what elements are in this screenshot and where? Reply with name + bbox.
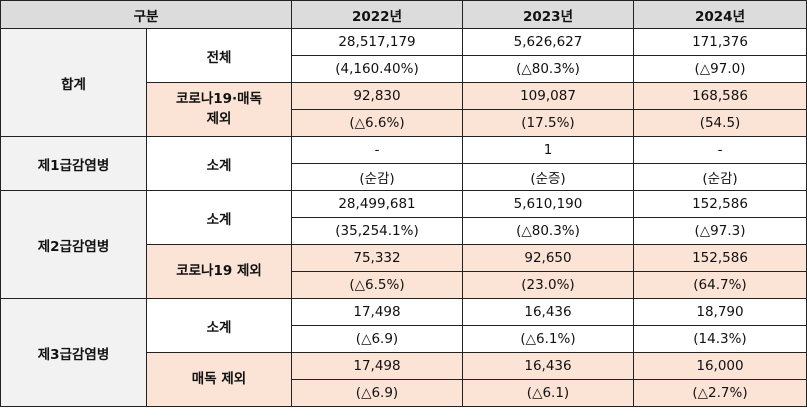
table-row: 제1급감염병 소계 - 1 -: [0, 136, 807, 191]
group-label-class3: 제3급감염병: [0, 298, 147, 407]
header-row: 구분 2022년 2023년 2024년: [0, 0, 807, 29]
value-cell: 28,517,179: [291, 28, 463, 56]
value-cell: -: [291, 136, 463, 164]
sub-label: 소계: [146, 136, 292, 191]
change-cell: (△6.9): [291, 379, 463, 407]
sub-label: 소계: [146, 298, 292, 353]
value-cell: 75,332: [291, 244, 463, 272]
change-cell: (54.5): [633, 109, 807, 137]
table-row: (4,160.40%) (△80.3%) (△97.0): [1, 55, 807, 83]
change-cell: (순증): [462, 163, 634, 191]
header-year-2022: 2022년: [291, 0, 463, 29]
value-cell: 109,087: [462, 82, 634, 110]
sub-label: 소계: [146, 190, 292, 245]
change-cell: (△80.3%): [462, 55, 634, 83]
value-cell: 16,000: [633, 352, 807, 380]
sub-label-highlight: 코로나19 제외: [146, 244, 292, 299]
table-row: (△6.5%) (23.0%) (64.7%): [1, 271, 807, 299]
group-label-total: 합계: [0, 28, 147, 137]
change-cell: (△80.3%): [462, 217, 634, 245]
change-cell: (△97.0): [633, 55, 807, 83]
table-row: (△6.9) (△6.1%) (14.3%): [1, 325, 807, 353]
value-cell: 17,498: [291, 352, 463, 380]
change-cell: (△6.1): [462, 379, 634, 407]
table-row: 합계 전체 28,517,179 5,626,627 171,376: [0, 28, 807, 137]
table-row: (△6.9) (△6.1) (△2.7%): [1, 379, 807, 407]
infectious-disease-stats-table: 구분 2022년 2023년 2024년 합계 전체 28,517,179 5,…: [0, 0, 807, 407]
value-cell: 5,626,627: [462, 28, 634, 56]
value-cell: 171,376: [633, 28, 807, 56]
value-cell: 16,436: [462, 352, 634, 380]
value-cell: 152,586: [633, 244, 807, 272]
header-category: 구분: [0, 0, 292, 29]
change-cell: (14.3%): [633, 325, 807, 353]
value-cell: 17,498: [291, 298, 463, 326]
value-cell: 16,436: [462, 298, 634, 326]
table-row: 제2급감염병 소계 28,499,681 5,610,190 152,586: [0, 190, 807, 299]
change-cell: (△6.9): [291, 325, 463, 353]
sub-label-highlight: 매독 제외: [146, 352, 292, 407]
value-cell: 5,610,190: [462, 190, 634, 218]
change-cell: (23.0%): [462, 271, 634, 299]
change-cell: (64.7%): [633, 271, 807, 299]
table-row: 제3급감염병 소계 17,498 16,436 18,790: [0, 298, 807, 407]
table-row: 코로나19 제외 75,332 92,650 152,586: [1, 244, 807, 299]
header-year-2023: 2023년: [462, 0, 634, 29]
value-cell: 1: [462, 136, 634, 164]
change-cell: (17.5%): [462, 109, 634, 137]
change-cell: (△97.3): [633, 217, 807, 245]
header-year-2024: 2024년: [633, 0, 807, 29]
table-row: (35,254.1%) (△80.3%) (△97.3): [1, 217, 807, 245]
change-cell: (순감): [633, 163, 807, 191]
value-cell: 152,586: [633, 190, 807, 218]
change-cell: (△6.1%): [462, 325, 634, 353]
change-cell: (△2.7%): [633, 379, 807, 407]
table-row: (△6.6%) (17.5%) (54.5): [1, 109, 807, 137]
change-cell: (35,254.1%): [291, 217, 463, 245]
group-label-class2: 제2급감염병: [0, 190, 147, 299]
change-cell: (순감): [291, 163, 463, 191]
value-cell: 28,499,681: [291, 190, 463, 218]
table-row: 매독 제외 17,498 16,436 16,000: [1, 352, 807, 407]
group-label-class1: 제1급감염병: [0, 136, 147, 191]
value-cell: 168,586: [633, 82, 807, 110]
sub-label: 전체: [146, 28, 292, 83]
value-cell: 92,830: [291, 82, 463, 110]
value-cell: -: [633, 136, 807, 164]
change-cell: (4,160.40%): [291, 55, 463, 83]
change-cell: (△6.6%): [291, 109, 463, 137]
sub-label-line: 코로나19·매독: [175, 90, 262, 107]
value-cell: 18,790: [633, 298, 807, 326]
value-cell: 92,650: [462, 244, 634, 272]
change-cell: (△6.5%): [291, 271, 463, 299]
sub-label-line: 제외: [206, 110, 232, 127]
